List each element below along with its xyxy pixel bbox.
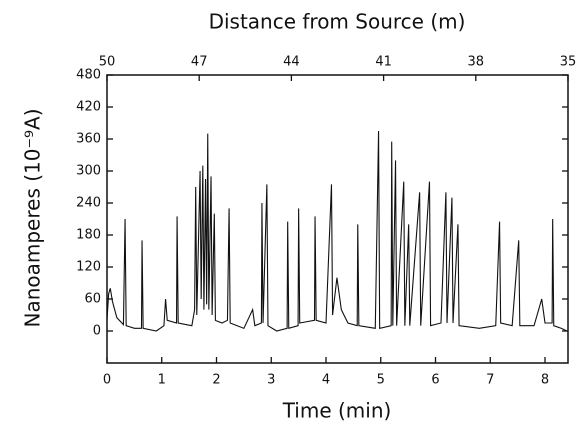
x-tick-label: 3 (267, 373, 275, 388)
x-tick-label: 7 (486, 373, 494, 388)
plot-frame (106, 74, 569, 364)
x-tick-label: 8 (541, 373, 549, 388)
y-axis-label: Nanoamperes (10⁻⁹A) (21, 108, 45, 327)
x-tick-label: 4 (322, 373, 330, 388)
x2-tick-label: 35 (560, 55, 577, 70)
x2-tick-label: 44 (283, 55, 300, 70)
x-tick-label: 6 (431, 373, 439, 388)
x2-tick-label: 41 (375, 55, 392, 70)
chart-title: Distance from Source (m) (209, 10, 466, 34)
y-tick-label: 300 (76, 164, 101, 179)
x-tick-label: 5 (377, 373, 385, 388)
y-tick-label: 0 (93, 324, 101, 339)
x2-tick-label: 47 (191, 55, 208, 70)
y-tick-label: 240 (76, 196, 101, 211)
x2-tick-label: 50 (99, 55, 116, 70)
y-tick-label: 360 (76, 132, 101, 147)
x-axis-label: Time (min) (282, 399, 392, 423)
x2-tick-label: 38 (468, 55, 485, 70)
y-tick-label: 180 (76, 228, 101, 243)
x-tick-label: 0 (103, 373, 111, 388)
y-tick-label: 480 (76, 68, 101, 83)
y-tick-label: 60 (84, 292, 101, 307)
x-tick-label: 2 (212, 373, 220, 388)
x-tick-label: 1 (158, 373, 166, 388)
signal-line (106, 130, 568, 332)
y-tick-label: 120 (76, 260, 101, 275)
y-tick-label: 420 (76, 100, 101, 115)
